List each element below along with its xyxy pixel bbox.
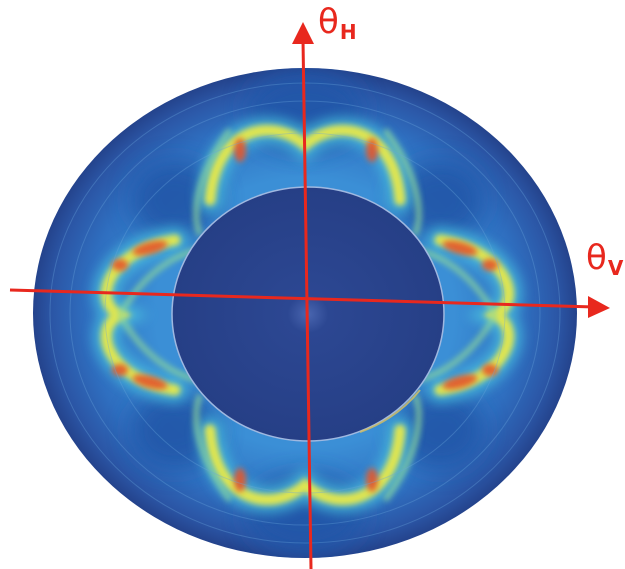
vertical-axis-line [301, 39, 313, 569]
theta-h-subscript: H [339, 20, 357, 44]
theta-h-symbol: θ [318, 2, 339, 42]
vertical-axis-arrow [292, 22, 314, 44]
intensity-pattern [49, 70, 561, 555]
horizontal-axis-line [9, 288, 596, 309]
axes [9, 22, 610, 569]
theta-v-subscript: V [607, 256, 624, 280]
horizontal-axis-arrow [588, 296, 610, 318]
theta-v-symbol: θ [586, 238, 607, 278]
theta-v-axis-label: θV [586, 238, 623, 278]
theta-h-axis-label: θH [318, 2, 357, 42]
